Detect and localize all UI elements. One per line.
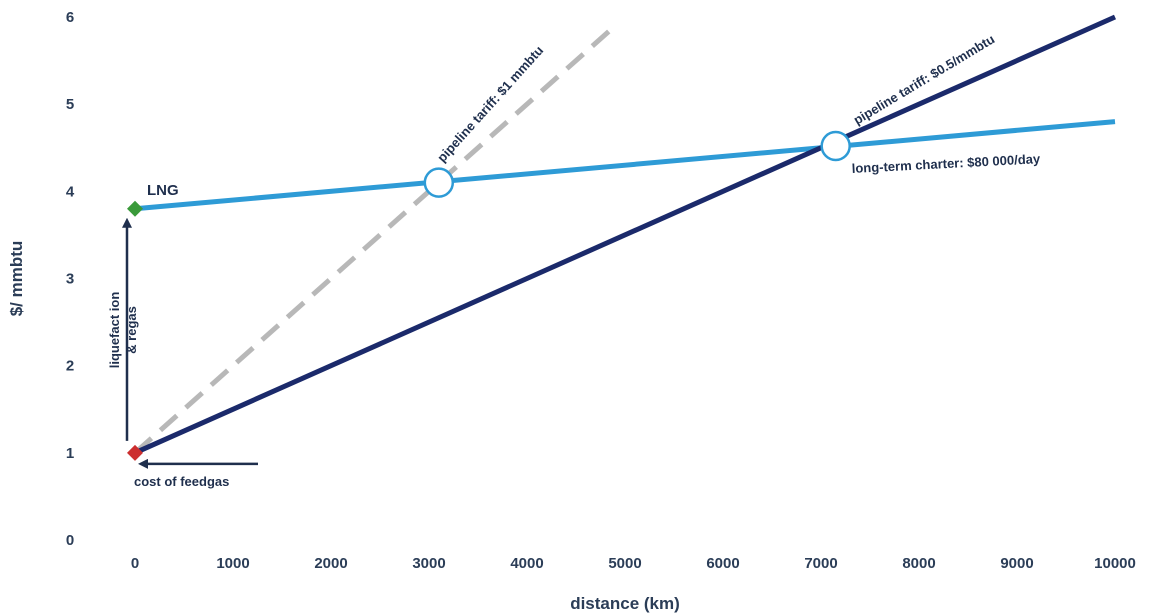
marker-layer [127, 130, 851, 461]
feedgas-label: cost of feedgas [134, 474, 229, 489]
x-tick-label: 5000 [608, 555, 641, 572]
y-tick-label: 1 [66, 445, 74, 462]
series-line [133, 14, 1117, 456]
x-axis-title: distance (km) [570, 594, 680, 613]
y-tick-label: 2 [66, 358, 74, 375]
series-layer [133, 14, 1117, 456]
series-line [133, 23, 617, 455]
x-tick-label: 1000 [216, 555, 249, 572]
y-tick-label: 5 [66, 96, 74, 113]
x-tick-label: 6000 [706, 555, 739, 572]
x-tick-label: 3000 [412, 555, 445, 572]
lng-label: LNG [147, 182, 179, 199]
x-tick-label: 0 [131, 555, 139, 572]
crossing-marker [820, 130, 851, 162]
x-tick-label: 9000 [1000, 555, 1033, 572]
y-axis-ticks: 0 1 2 3 4 5 6 [66, 9, 75, 549]
series-line [134, 119, 1116, 212]
x-tick-label: 4000 [510, 555, 543, 572]
x-axis-ticks: 0 1000 2000 3000 4000 5000 6000 7000 8000 9000 100… [131, 555, 1136, 572]
crossing-marker [423, 167, 455, 198]
feedgas-start-marker [127, 444, 143, 461]
y-tick-label: 0 [66, 532, 74, 549]
y-tick-label: 6 [66, 9, 74, 26]
liquefaction-label-line1: liquefact ion [107, 292, 122, 369]
y-axis-title: $/ mmbtu [7, 241, 26, 317]
x-tick-label: 10000 [1094, 555, 1136, 572]
x-tick-label: 8000 [902, 555, 935, 572]
liquefaction-label-line2: & regas [124, 306, 139, 354]
x-tick-label: 2000 [314, 555, 347, 572]
x-tick-label: 7000 [804, 555, 837, 572]
y-tick-label: 3 [66, 271, 74, 288]
y-tick-label: 4 [66, 183, 75, 200]
charter-label: long-term charter: $80 000/day [851, 151, 1041, 176]
lng-start-marker [127, 200, 143, 217]
